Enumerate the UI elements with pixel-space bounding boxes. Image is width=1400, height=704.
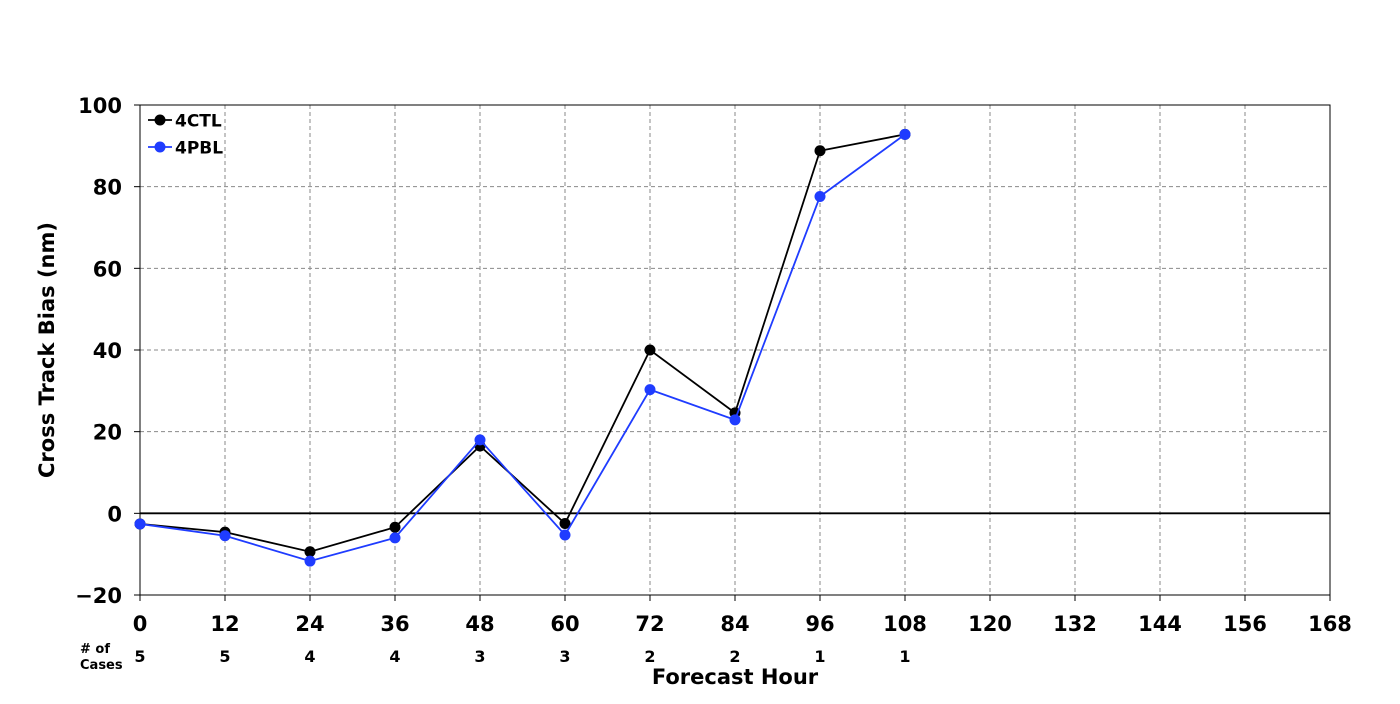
x-tick-label: 24 [295, 612, 324, 636]
cases-label-line: # of [80, 642, 110, 657]
cases-label: # of Cases [80, 642, 123, 673]
data-point-4pbl [474, 434, 486, 446]
x-axis: 0 12 24 36 48 60 72 84 96 108 120 132 144 156 168 [133, 595, 1352, 636]
legend: 4CTL 4PBL [148, 112, 223, 159]
data-point-4pbl [304, 555, 316, 567]
data-point-4pbl [219, 530, 231, 542]
data-point-4ctl [644, 344, 656, 356]
legend-marker [154, 114, 166, 126]
data-point-4ctl [559, 518, 571, 530]
data-point-4pbl [729, 414, 741, 426]
x-tick-label: 72 [635, 612, 664, 636]
cases-label-line: Cases [80, 658, 123, 673]
data-point-4pbl [134, 518, 146, 530]
y-tick-label: 0 [107, 502, 122, 526]
y-tick-label: 60 [93, 257, 122, 281]
x-tick-label: 168 [1308, 612, 1352, 636]
x-tick-label: 12 [210, 612, 239, 636]
x-tick-label: 96 [805, 612, 834, 636]
data-point-4pbl [644, 384, 656, 396]
data-point-4pbl [899, 128, 911, 140]
series-layer [134, 128, 911, 567]
x-axis-title: Forecast Hour [652, 665, 819, 689]
case-count: 1 [814, 647, 825, 666]
x-tick-label: 132 [1053, 612, 1097, 636]
y-tick-label: 20 [93, 421, 122, 445]
case-count: 3 [474, 647, 485, 666]
data-point-4ctl [304, 546, 316, 558]
series-line-4ctl [139, 133, 906, 553]
y-axis: −20 0 20 40 60 80 100 [75, 94, 140, 608]
legend-marker [154, 141, 166, 153]
x-tick-label: 0 [133, 612, 148, 636]
data-point-4ctl [814, 145, 826, 157]
x-tick-label: 60 [550, 612, 579, 636]
series-line-4pbl [139, 133, 906, 563]
case-count: 1 [899, 647, 910, 666]
legend-label: 4CTL [175, 112, 222, 132]
case-count: 5 [219, 647, 230, 666]
x-tick-label: 144 [1138, 612, 1182, 636]
data-point-4ctl [389, 521, 401, 533]
data-point-4pbl [389, 532, 401, 544]
case-count: 2 [644, 647, 655, 666]
x-tick-label: 84 [720, 612, 749, 636]
x-tick-label: 120 [968, 612, 1012, 636]
x-tick-label: 48 [465, 612, 494, 636]
legend-label: 4PBL [175, 139, 223, 159]
data-point-4pbl [814, 190, 826, 202]
y-axis-title: Cross Track Bias (nm) [35, 222, 59, 478]
x-tick-label: 36 [380, 612, 409, 636]
legend-entry-4pbl: 4PBL [148, 139, 223, 159]
y-tick-label: −20 [75, 584, 122, 608]
y-tick-label: 100 [78, 94, 122, 118]
data-point-4pbl [559, 529, 571, 541]
legend-entry-4ctl: 4CTL [148, 112, 222, 132]
case-count: 5 [134, 647, 145, 666]
cases-row: # of Cases 5 5 4 4 3 3 2 2 1 1 [80, 642, 911, 673]
x-tick-label: 156 [1223, 612, 1267, 636]
x-tick-label: 108 [883, 612, 927, 636]
case-count: 2 [729, 647, 740, 666]
case-count: 4 [389, 647, 400, 666]
y-tick-label: 80 [93, 176, 122, 200]
case-count: 4 [304, 647, 315, 666]
y-tick-label: 40 [93, 339, 122, 363]
case-count: 3 [559, 647, 570, 666]
grid-lines [140, 105, 1330, 595]
